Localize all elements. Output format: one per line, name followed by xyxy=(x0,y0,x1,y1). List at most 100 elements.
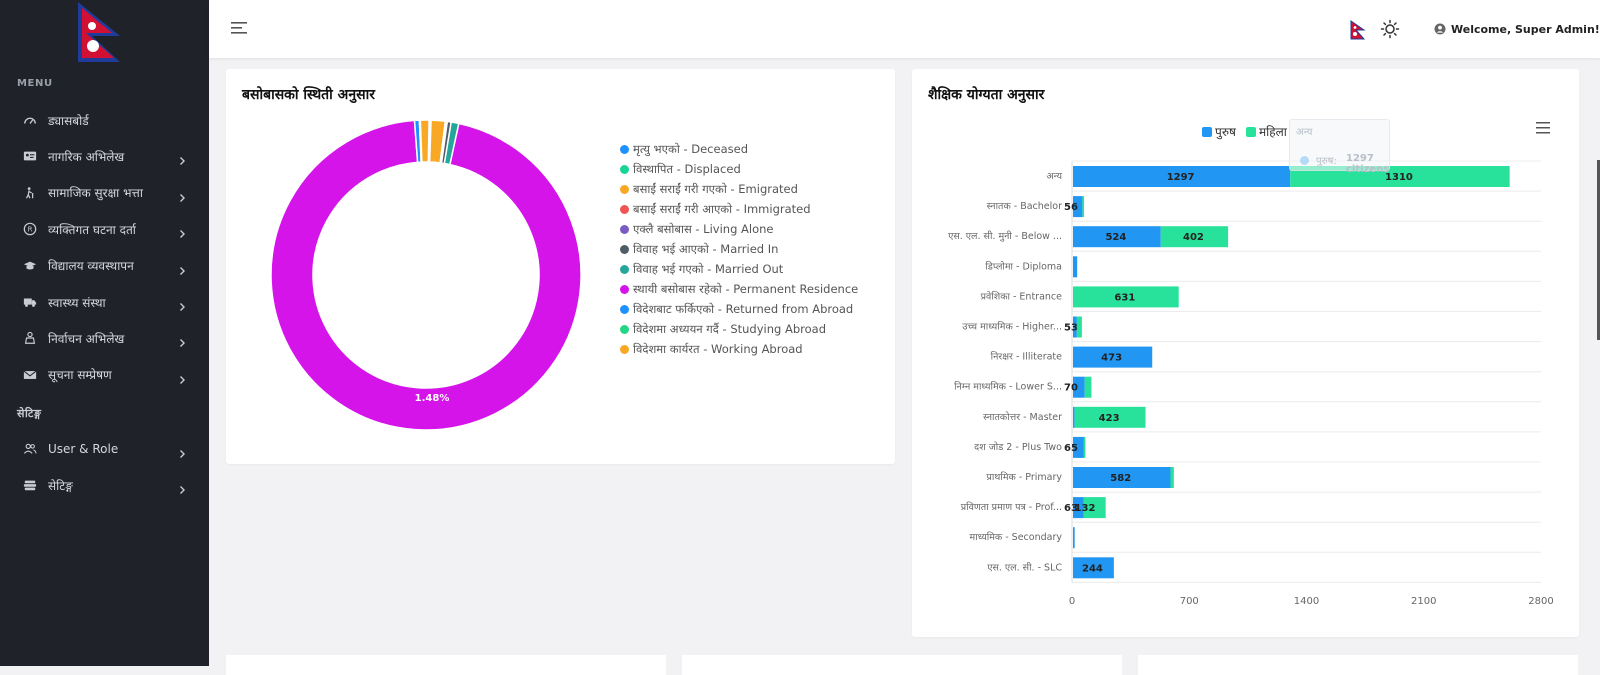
legend-item[interactable]: स्थायी बसोबास रहेको - Permanent Residenc… xyxy=(620,279,858,299)
bar-female[interactable] xyxy=(1076,316,1082,338)
legend-item[interactable]: विस्थापित - Displaced xyxy=(620,159,858,179)
bar-female[interactable] xyxy=(1170,467,1174,488)
legend-label: महिला xyxy=(1259,125,1287,139)
bar-female[interactable] xyxy=(1290,166,1510,187)
legend-item[interactable]: विदेशमा अध्ययन गर्दै - Studying Abroad xyxy=(620,319,858,339)
category-tick-label: एस. एल. सी. मुनी - Below ... xyxy=(948,230,1062,242)
bar-male[interactable] xyxy=(1073,557,1114,579)
legend-item[interactable]: विवाह भई गएको - Married Out xyxy=(620,259,858,279)
bar-legend-item[interactable]: पुरुष xyxy=(1202,123,1236,140)
bar-female[interactable] xyxy=(1083,436,1086,458)
residence-legend: मृत्यु भएको - Deceased विस्थापित - Displa… xyxy=(620,139,858,359)
bar-data-label: 524 xyxy=(1105,232,1126,243)
bar-male[interactable] xyxy=(1073,467,1171,488)
legend-item[interactable]: विदेशबाट फर्किएको - Returned from Abroad xyxy=(620,299,858,319)
sidebar-item-4[interactable]: विद्यालय व्यवस्थापन xyxy=(0,249,209,283)
bar-data-label: 1297 xyxy=(1167,172,1195,183)
category-tick-label: प्राथमिक - Primary xyxy=(986,471,1062,483)
bar-male[interactable] xyxy=(1073,256,1078,278)
chevron-right-icon xyxy=(177,261,187,275)
sidebar-item-label: ड्यासबोर्ड xyxy=(48,113,89,128)
education-bar-chart: अन्य 1297 1310 स्नातक - Bachelor 56 एस. एल. स… xyxy=(948,160,1554,607)
bar-male[interactable] xyxy=(1073,376,1085,398)
bar-male[interactable] xyxy=(1073,346,1153,368)
donut-slice-7[interactable] xyxy=(270,119,582,431)
category-tick-label: निम्न माध्यमिक - Lower S... xyxy=(954,381,1062,393)
envelope-icon xyxy=(22,367,38,383)
legend-label: विदेशबाट फर्किएको - Returned from Abroad xyxy=(633,301,854,316)
category-tick-label: माध्यमिक - Secondary xyxy=(970,531,1063,543)
bar-female[interactable] xyxy=(1160,226,1229,248)
sidebar-item-5[interactable]: स्वास्थ्य संस्था xyxy=(0,285,209,319)
sidebar-item-label: निर्वाचन अभिलेख xyxy=(48,331,125,346)
sidebar-item-1[interactable]: सेटिङ्ग xyxy=(0,468,209,502)
legend-label: बसाईं सराईं गरी गएको - Emigrated xyxy=(633,181,798,196)
category-tick-label: उच्च माध्यमिक - Higher... xyxy=(962,321,1062,333)
registered-icon: R xyxy=(22,221,38,237)
category-tick-label: स्नातकोत्तर - Master xyxy=(983,411,1062,423)
bottom-card-2 xyxy=(682,655,1122,675)
bar-data-label: 63 xyxy=(1064,503,1078,514)
svg-text:R: R xyxy=(28,226,33,234)
bar-female[interactable] xyxy=(1074,406,1146,428)
legend-label: मृत्यु भएको - Deceased xyxy=(633,141,748,156)
sun-icon[interactable] xyxy=(1380,19,1400,39)
bar-male[interactable] xyxy=(1073,497,1084,519)
sidebar-item-7[interactable]: सूचना सम्प्रेषण xyxy=(0,358,209,392)
chart-menu-icon[interactable] xyxy=(1536,121,1552,135)
legend-marker xyxy=(620,164,629,174)
sidebar-item-1[interactable]: नागरिक अभिलेख xyxy=(0,139,209,173)
legend-marker xyxy=(620,144,629,154)
bar-female[interactable] xyxy=(1084,376,1092,398)
top-bar: Welcome, Super Admin! xyxy=(209,0,1600,58)
sidebar-item-0[interactable]: User & Role xyxy=(0,432,209,466)
user-menu[interactable]: Welcome, Super Admin! xyxy=(1434,20,1600,38)
bar-male[interactable] xyxy=(1073,436,1084,458)
bar-male[interactable] xyxy=(1073,527,1075,549)
legend-marker xyxy=(620,224,629,234)
legend-item[interactable]: मृत्यु भएको - Deceased xyxy=(620,139,858,159)
donut-slice-10[interactable] xyxy=(419,119,430,163)
slice-label: 1.48% xyxy=(415,393,450,404)
page-scrollbar[interactable] xyxy=(1597,160,1600,340)
sidebar-item-label: व्यक्तिगत घटना दर्ता xyxy=(48,222,136,237)
gauge-icon xyxy=(22,112,38,128)
bar-female[interactable] xyxy=(1073,286,1179,308)
bar-male[interactable] xyxy=(1073,406,1075,428)
card-title: शैक्षिक योग्यता अनुसार xyxy=(928,87,1045,103)
bottom-card-3 xyxy=(1138,655,1578,675)
sidebar-item-2[interactable]: सामाजिक सुरक्षा भत्ता xyxy=(0,176,209,210)
education-card: शैक्षिक योग्यता अनुसार पुरुष महिला अन्य 12… xyxy=(912,69,1579,637)
bar-male[interactable] xyxy=(1073,226,1161,248)
menu-heading: MENU xyxy=(17,78,53,89)
sidebar-item-6[interactable]: निर्वाचन अभिलेख xyxy=(0,321,209,355)
cog-stack-icon xyxy=(22,477,38,493)
tooltip-series: पुरुष: xyxy=(1316,156,1337,167)
bar-data-label: 132 xyxy=(1075,503,1096,514)
legend-item[interactable]: विवाह भई आएको - Married In xyxy=(620,239,858,259)
card-title: बसोबासको स्थिती अनुसार xyxy=(242,87,375,103)
bar-data-label: 244 xyxy=(1082,563,1103,574)
x-tick-label: 2100 xyxy=(1411,596,1436,607)
bar-male[interactable] xyxy=(1073,166,1291,187)
sidebar-item-3[interactable]: R व्यक्तिगत घटना दर्ता xyxy=(0,212,209,246)
menu-icon[interactable] xyxy=(231,20,249,36)
nepal-flag-icon[interactable] xyxy=(1350,20,1366,40)
sidebar-item-0[interactable]: ड्यासबोर्ड xyxy=(0,103,209,137)
bar-female[interactable] xyxy=(1082,196,1085,218)
legend-marker xyxy=(620,284,629,294)
bar-data-label: 473 xyxy=(1101,353,1122,364)
category-tick-label: प्रवेशिका - Entrance xyxy=(981,290,1063,302)
residence-status-card: बसोबासको स्थिती अनुसार 1.48% मृत्यु भएको… xyxy=(226,69,895,464)
legend-item[interactable]: एक्लै बसोबास - Living Alone xyxy=(620,219,858,239)
legend-label: विस्थापित - Displaced xyxy=(633,161,741,176)
bar-female[interactable] xyxy=(1083,497,1106,519)
nepal-flag-logo[interactable] xyxy=(74,0,126,66)
legend-item[interactable]: बसाईं सराईं गरी गएको - Emigrated xyxy=(620,179,858,199)
bar-data-label: 1310 xyxy=(1385,172,1413,183)
bar-male[interactable] xyxy=(1073,196,1083,218)
legend-item[interactable]: बसाईं सराईं गरी आएको - Immigrated xyxy=(620,199,858,219)
legend-item[interactable]: विदेशमा कार्यरत - Working Abroad xyxy=(620,339,858,359)
bar-legend-item[interactable]: महिला xyxy=(1246,123,1287,140)
bar-male[interactable] xyxy=(1073,316,1077,338)
